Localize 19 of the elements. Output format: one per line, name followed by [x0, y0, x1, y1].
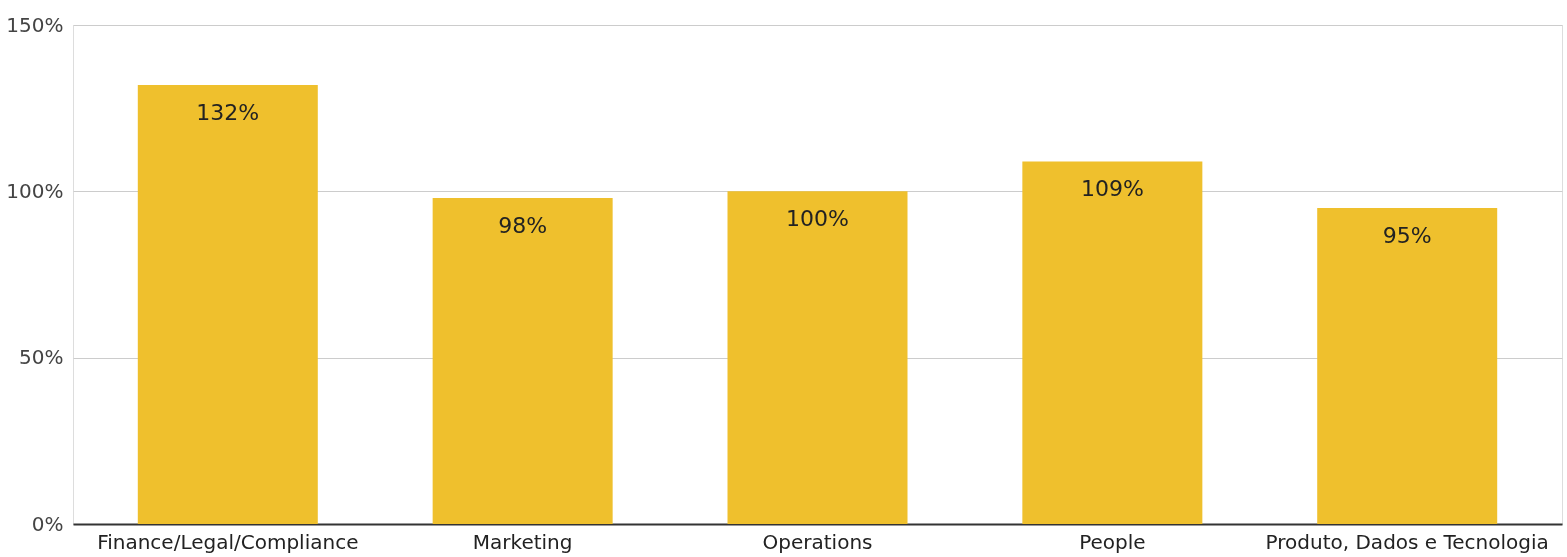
bar	[727, 191, 908, 524]
data-label: 95%	[1382, 222, 1432, 248]
x-tick-label: Operations	[762, 529, 873, 554]
bar	[432, 197, 613, 524]
x-tick-label: Marketing	[472, 529, 573, 554]
y-tick-label: 0%	[31, 511, 64, 536]
data-label: 100%	[786, 206, 849, 232]
data-label: 109%	[1080, 176, 1144, 202]
bar	[137, 84, 318, 524]
data-label: 98%	[498, 212, 548, 238]
bar	[1022, 161, 1203, 524]
x-tick-label: People	[1079, 529, 1146, 554]
data-label: 132%	[196, 99, 260, 125]
x-tick-label: Finance/Legal/Compliance	[97, 529, 359, 554]
y-tick-label: 100%	[6, 178, 64, 203]
y-tick-label: 50%	[19, 345, 64, 370]
bar	[1317, 207, 1498, 524]
x-tick-label: Produto, Dados e Tecnologia	[1265, 529, 1549, 554]
y-tick-label: 150%	[6, 12, 64, 37]
